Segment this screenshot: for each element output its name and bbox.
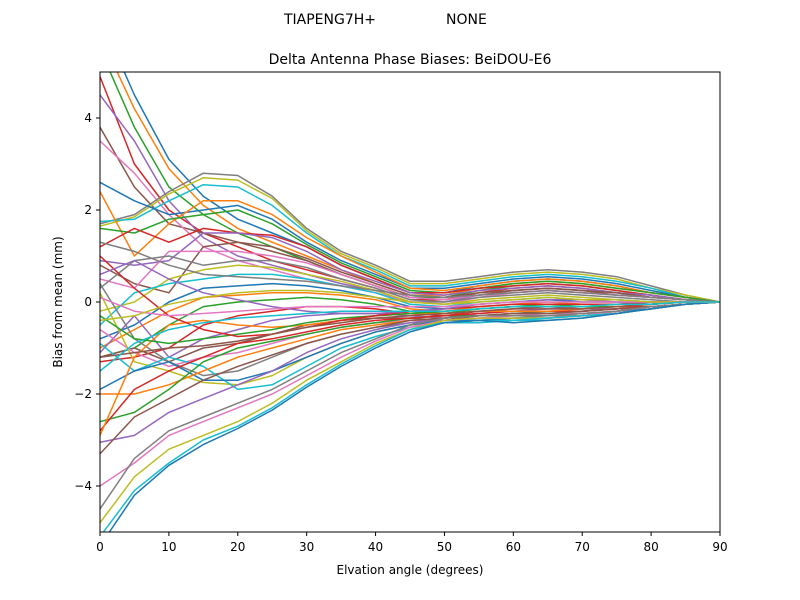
series-line-s47	[100, 296, 720, 317]
series-line-s39	[100, 301, 720, 524]
series-line-s36	[100, 301, 720, 455]
axes-layer: 0 10 20 30 40 50 60 70 80 90 −4 −2 0 2 4	[74, 71, 728, 554]
series-line-s18	[100, 255, 720, 303]
x-axis-label: Elvation angle (degrees)	[337, 563, 484, 577]
suptitle-right: NONE	[446, 12, 487, 28]
x-tick-label: 90	[712, 540, 727, 554]
series-line-s41	[108, 301, 720, 532]
y-tick-label: 2	[84, 203, 92, 217]
series-line-s38	[100, 301, 720, 510]
series-layer	[100, 72, 720, 532]
x-tick-label: 70	[575, 540, 590, 554]
y-tick-label: 0	[84, 295, 92, 309]
series-line-s48	[100, 241, 720, 303]
series-line-s46	[100, 301, 720, 358]
x-tick-label: 60	[506, 540, 521, 554]
x-tick-label: 0	[96, 540, 104, 554]
series-line-s8	[100, 172, 720, 303]
y-tick-label: 4	[84, 111, 92, 125]
y-tick-label: −4	[74, 479, 92, 493]
series-line-s12	[100, 191, 720, 303]
series-line-s13	[100, 209, 720, 303]
series-line-s10	[100, 183, 720, 303]
x-tick-label: 10	[161, 540, 176, 554]
series-line-s6	[100, 126, 720, 303]
x-tick-label: 80	[643, 540, 658, 554]
x-tick-label: 20	[230, 540, 245, 554]
x-tick-label: 50	[437, 540, 452, 554]
x-tick-label: 40	[368, 540, 383, 554]
series-line-s3	[109, 72, 720, 303]
series-line-s49	[100, 289, 720, 322]
y-tick-label: −2	[74, 387, 92, 401]
series-line-s40	[102, 301, 720, 532]
y-axis-label: Bias from mean (mm)	[51, 236, 65, 367]
series-line-s9	[100, 177, 720, 303]
series-line-s50	[100, 301, 720, 372]
suptitle-left: TIAPENG7H+	[283, 12, 376, 28]
x-tick-label: 30	[299, 540, 314, 554]
chart-title: Delta Antenna Phase Biases: BeiDOU-E6	[269, 52, 552, 68]
